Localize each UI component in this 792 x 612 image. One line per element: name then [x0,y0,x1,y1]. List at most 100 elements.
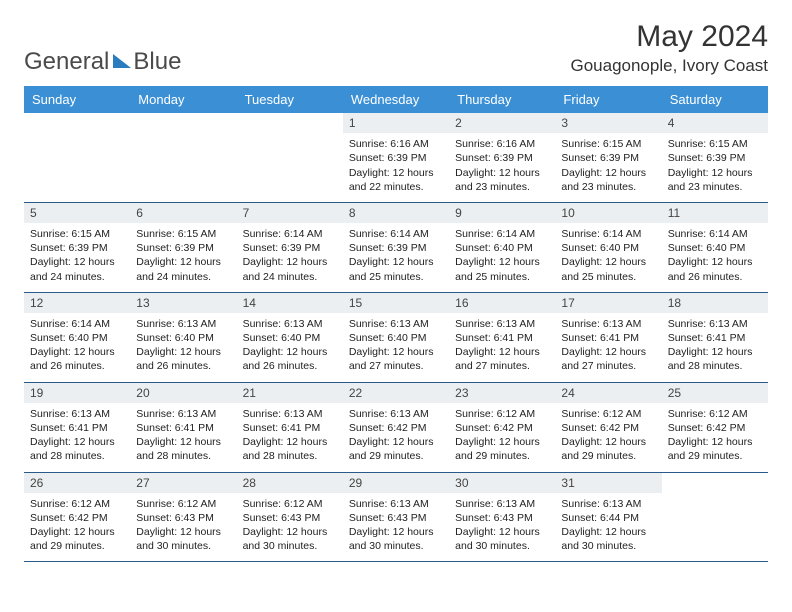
sunset-text: Sunset: 6:41 PM [455,331,549,345]
sunset-text: Sunset: 6:41 PM [30,421,124,435]
daylight-text: Daylight: 12 hours [30,525,124,539]
sunset-text: Sunset: 6:42 PM [455,421,549,435]
daylight-text: Daylight: 12 hours [455,525,549,539]
brand-triangle-icon [113,54,131,68]
day-number: 25 [662,383,768,403]
sunrise-text: Sunrise: 6:13 AM [455,497,549,511]
week-row: 1Sunrise: 6:16 AMSunset: 6:39 PMDaylight… [24,113,768,203]
sunrise-text: Sunrise: 6:13 AM [136,407,230,421]
daylight-text: Daylight: 12 hours [136,525,230,539]
day-cell: 17Sunrise: 6:13 AMSunset: 6:41 PMDayligh… [555,293,661,382]
day-number: 3 [555,113,661,133]
sunrise-text: Sunrise: 6:13 AM [30,407,124,421]
day-number: 20 [130,383,236,403]
sunset-text: Sunset: 6:42 PM [30,511,124,525]
sunset-text: Sunset: 6:41 PM [561,331,655,345]
sunset-text: Sunset: 6:40 PM [136,331,230,345]
sunset-text: Sunset: 6:40 PM [561,241,655,255]
page: General Blue May 2024 Gouagonople, Ivory… [0,0,792,582]
sunset-text: Sunset: 6:39 PM [668,151,762,165]
sunrise-text: Sunrise: 6:13 AM [349,317,443,331]
daylight-text: Daylight: 12 hours [30,435,124,449]
day-cell: 20Sunrise: 6:13 AMSunset: 6:41 PMDayligh… [130,383,236,472]
day-cell: 16Sunrise: 6:13 AMSunset: 6:41 PMDayligh… [449,293,555,382]
daylight-text: Daylight: 12 hours [349,166,443,180]
day-number: 7 [237,203,343,223]
daylight-text: Daylight: 12 hours [455,166,549,180]
sunrise-text: Sunrise: 6:14 AM [30,317,124,331]
sunrise-text: Sunrise: 6:16 AM [349,137,443,151]
daylight-text: and 30 minutes. [243,539,337,553]
day-number: 21 [237,383,343,403]
daylight-text: Daylight: 12 hours [349,435,443,449]
sunrise-text: Sunrise: 6:14 AM [349,227,443,241]
day-number: 4 [662,113,768,133]
day-number: 29 [343,473,449,493]
sunset-text: Sunset: 6:39 PM [349,151,443,165]
day-cell: 12Sunrise: 6:14 AMSunset: 6:40 PMDayligh… [24,293,130,382]
sunrise-text: Sunrise: 6:13 AM [668,317,762,331]
sunrise-text: Sunrise: 6:15 AM [668,137,762,151]
sunset-text: Sunset: 6:40 PM [243,331,337,345]
sunrise-text: Sunrise: 6:15 AM [30,227,124,241]
day-cell: 4Sunrise: 6:15 AMSunset: 6:39 PMDaylight… [662,113,768,202]
sunrise-text: Sunrise: 6:12 AM [30,497,124,511]
daylight-text: and 23 minutes. [668,180,762,194]
day-number: 10 [555,203,661,223]
daylight-text: Daylight: 12 hours [561,525,655,539]
day-cell: 10Sunrise: 6:14 AMSunset: 6:40 PMDayligh… [555,203,661,292]
day-cell: 30Sunrise: 6:13 AMSunset: 6:43 PMDayligh… [449,473,555,562]
week-row: 5 Sunrise: 6:15 AM Sunset: 6:39 PM Daylight… [24,203,768,293]
brand-word2: Blue [133,48,181,76]
day-number: 5 [24,203,130,223]
sunrise-text: Sunrise: 6:13 AM [349,407,443,421]
day-cell [237,113,343,202]
month-title: May 2024 [570,20,768,54]
daylight-text: Daylight: 12 hours [455,255,549,269]
day-number: 17 [555,293,661,313]
daylight-text: and 28 minutes. [668,359,762,373]
day-number: 19 [24,383,130,403]
dayname-tuesday: Tuesday [237,86,343,113]
day-number: 6 [130,203,236,223]
daylight-text: and 26 minutes. [668,270,762,284]
daylight-text: Daylight: 12 hours [243,435,337,449]
daylight-text: and 29 minutes. [561,449,655,463]
day-header-row: Sunday Monday Tuesday Wednesday Thursday… [24,86,768,113]
weeks-container: 1Sunrise: 6:16 AMSunset: 6:39 PMDaylight… [24,113,768,562]
day-number: 18 [662,293,768,313]
daylight-text: and 23 minutes. [455,180,549,194]
day-number: 14 [237,293,343,313]
sunrise-text: Sunrise: 6:13 AM [561,497,655,511]
daylight-text: and 28 minutes. [30,449,124,463]
day-number: 1 [343,113,449,133]
day-cell: 24Sunrise: 6:12 AMSunset: 6:42 PMDayligh… [555,383,661,472]
daylight-text: and 27 minutes. [349,359,443,373]
sunset-text: Sunset: 6:39 PM [455,151,549,165]
day-number: 9 [449,203,555,223]
sunset-text: Sunset: 6:40 PM [30,331,124,345]
dayname-saturday: Saturday [662,86,768,113]
daylight-text: Daylight: 12 hours [136,435,230,449]
daylight-text: and 25 minutes. [349,270,443,284]
daylight-text: Daylight: 12 hours [561,255,655,269]
day-number: 27 [130,473,236,493]
brand-word1: General [24,48,109,76]
daylight-text: Daylight: 12 hours [455,435,549,449]
day-cell: 28Sunrise: 6:12 AMSunset: 6:43 PMDayligh… [237,473,343,562]
sunrise-text: Sunrise: 6:16 AM [455,137,549,151]
day-cell: 11Sunrise: 6:14 AMSunset: 6:40 PMDayligh… [662,203,768,292]
day-number: 24 [555,383,661,403]
daylight-text: and 28 minutes. [136,449,230,463]
sunrise-text: Sunrise: 6:14 AM [243,227,337,241]
sunset-text: Sunset: 6:40 PM [349,331,443,345]
daylight-text: Daylight: 12 hours [668,435,762,449]
sunset-text: Sunset: 6:44 PM [561,511,655,525]
sunset-text: Sunset: 6:39 PM [243,241,337,255]
week-row: 12Sunrise: 6:14 AMSunset: 6:40 PMDayligh… [24,293,768,383]
sunset-text: Sunset: 6:40 PM [455,241,549,255]
sunrise-text: Sunrise: 6:12 AM [136,497,230,511]
daylight-text: Daylight: 12 hours [349,525,443,539]
sunset-text: Sunset: 6:42 PM [668,421,762,435]
sunrise-text: Sunrise: 6:13 AM [561,317,655,331]
